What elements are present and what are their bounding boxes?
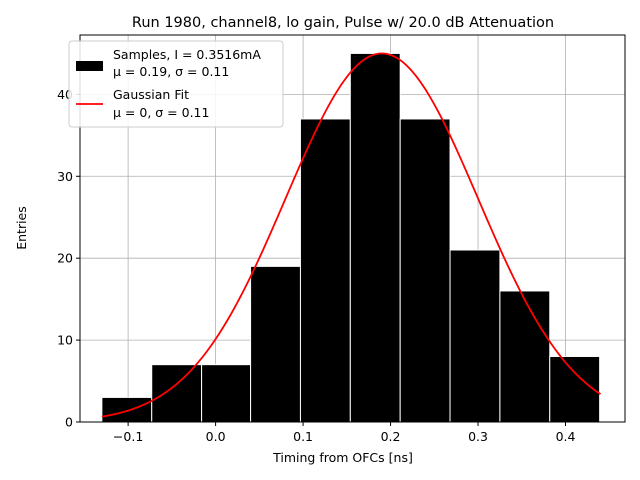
y-tick-label: 10 [57, 333, 73, 348]
x-tick-label: −0.1 [113, 429, 143, 444]
legend-histogram-swatch [76, 61, 103, 71]
histogram-bar [101, 396, 153, 423]
histogram-bar [299, 118, 351, 423]
legend-fit-stats: μ = 0, σ = 0.11 [113, 105, 209, 120]
legend-fit-label: Gaussian Fit [113, 87, 189, 102]
legend: Samples, I = 0.3516mA μ = 0.19, σ = 0.11… [68, 40, 284, 128]
gaussian-fit-curve [101, 52, 602, 418]
x-axis-ticks: −0.1 0.0 0.1 0.2 0.3 0.4 [113, 422, 576, 444]
legend-histogram-stats: μ = 0.19, σ = 0.11 [113, 64, 229, 79]
x-tick-label: 0.0 [206, 429, 226, 444]
fit-curve-layer [101, 52, 602, 418]
legend-box [68, 40, 284, 128]
legend-histogram-label: Samples, I = 0.3516mA [113, 47, 261, 62]
histogram-bar [449, 249, 501, 423]
y-axis-label: Entries [14, 206, 29, 250]
histogram-bar [250, 265, 301, 423]
x-tick-label: 0.3 [468, 429, 488, 444]
x-tick-label: 0.1 [293, 429, 313, 444]
histogram-bar [151, 364, 203, 423]
histogram-bars [101, 52, 601, 423]
y-tick-label: 0 [65, 415, 73, 430]
y-tick-label: 20 [57, 251, 73, 266]
histogram-bar [499, 290, 551, 423]
x-tick-label: 0.4 [556, 429, 576, 444]
x-tick-label: 0.2 [381, 429, 401, 444]
histogram-bar [549, 355, 601, 423]
histogram-bar [201, 364, 252, 423]
histogram-bar [399, 118, 451, 423]
x-axis-label: Timing from OFCs [ns] [272, 450, 413, 465]
histogram-bar [349, 52, 401, 423]
chart-title: Run 1980, channel8, lo gain, Pulse w/ 20… [132, 15, 554, 31]
plot-frame [79, 34, 626, 423]
y-tick-label: 30 [57, 169, 73, 184]
